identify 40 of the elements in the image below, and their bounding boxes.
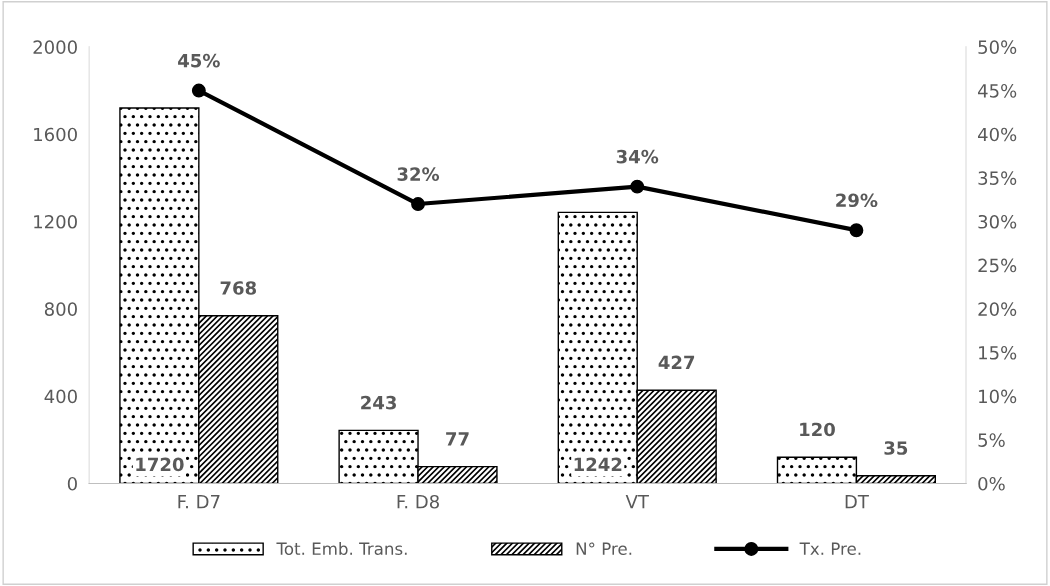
data-label: 1242 xyxy=(574,457,622,471)
y-tick-label: 0 xyxy=(67,476,77,491)
legend-label: Tot. Emb. Trans. xyxy=(276,542,407,556)
x-tick-label: DT xyxy=(845,495,869,509)
legend-label: Tx. Pre. xyxy=(799,542,861,556)
y-tick-label: 800 xyxy=(44,302,77,316)
y2-tick-label: 15% xyxy=(979,345,1017,360)
y-tick-label: 1200 xyxy=(34,214,77,229)
y2-tick-label: 10% xyxy=(979,389,1017,404)
y2-tick-label: 20% xyxy=(978,302,1017,316)
point xyxy=(849,223,864,238)
data-label: 243 xyxy=(361,395,396,410)
data-label: 32% xyxy=(397,167,440,181)
y2-tick-label: 25% xyxy=(978,258,1017,273)
y-tick-label: 400 xyxy=(44,389,77,404)
data-label: 29% xyxy=(836,193,878,208)
data-label: 35 xyxy=(884,441,908,455)
y2-tick-label: 50% xyxy=(978,40,1017,54)
data-label: 768 xyxy=(220,281,257,295)
point xyxy=(191,83,206,98)
y2-tick-label: 30% xyxy=(978,214,1017,229)
data-label: 77 xyxy=(446,432,469,446)
data-label: 120 xyxy=(800,422,835,437)
data-label: 34% xyxy=(616,149,659,164)
x-tick-label: F. D8 xyxy=(397,494,439,509)
y2-tick-label: 35% xyxy=(978,171,1017,185)
point xyxy=(411,197,425,211)
y2-tick-label: 0% xyxy=(978,476,1005,491)
y-tick-label: 2000 xyxy=(33,40,77,54)
data-label: 45% xyxy=(178,53,220,68)
y-tick-label: 1600 xyxy=(34,127,77,142)
data-label: 427 xyxy=(658,355,695,370)
y2-tick-label: 5% xyxy=(978,433,1005,447)
y2-tick-label: 45% xyxy=(977,84,1017,98)
legend-label: N° Pre. xyxy=(576,542,632,556)
x-tick-label: VT xyxy=(625,495,649,509)
data-label: 1720 xyxy=(136,457,184,472)
point xyxy=(630,179,645,194)
x-tick-label: F. D7 xyxy=(178,495,220,509)
y2-tick-label: 40% xyxy=(977,127,1017,142)
